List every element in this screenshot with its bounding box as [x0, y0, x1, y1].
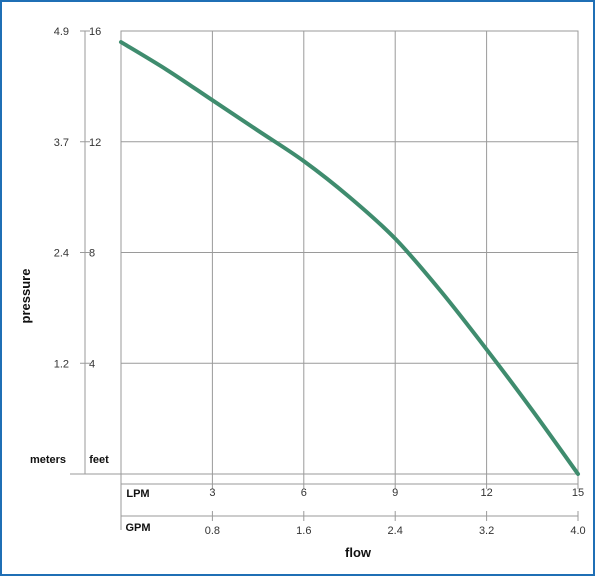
grid-lines: [120, 30, 579, 475]
tick-labels: 16 4.9 12 3.7 8 2.4 4 1.2 3 0.8 6 1.6 9 2.4 12 3.2 15 4.0: [54, 26, 586, 537]
x-tick-label-gpm: 3.2: [479, 525, 494, 537]
y-tick-label-feet: 16: [89, 26, 101, 38]
x-tick-label-gpm: 1.6: [296, 525, 311, 537]
x-tick-label-lpm: 3: [209, 487, 215, 499]
x-tick-label-lpm: 9: [392, 487, 398, 499]
x-tick-label-gpm: 2.4: [388, 525, 403, 537]
x-axis-title: flow: [345, 545, 372, 560]
pressure-curve: [119, 40, 580, 476]
x-axis-unit-lpm: LPM: [126, 488, 149, 500]
y-tick-label-feet: 8: [89, 248, 95, 260]
y-tick-label-meters: 3.7: [54, 137, 69, 149]
x-axis-unit-gpm: GPM: [125, 522, 150, 534]
y-tick-label-feet: 12: [89, 137, 101, 149]
x-tick-label-gpm: 4.0: [570, 525, 585, 537]
y-tick-label-meters: 4.9: [54, 26, 69, 38]
axis-ticks: [70, 30, 579, 530]
y-axis-title: pressure: [18, 269, 33, 324]
x-tick-label-lpm: 6: [301, 487, 307, 499]
x-tick-label-lpm: 15: [572, 487, 584, 499]
y-tick-label-feet: 4: [89, 358, 95, 370]
series-layer: [119, 40, 580, 476]
y-tick-label-meters: 2.4: [54, 248, 69, 260]
y-axis-unit-feet: feet: [89, 454, 109, 466]
x-tick-label-gpm: 0.8: [205, 525, 220, 537]
x-tick-label-lpm: 12: [480, 487, 492, 499]
y-axis-unit-meters: meters: [30, 454, 66, 466]
y-tick-label-meters: 1.2: [54, 358, 69, 370]
